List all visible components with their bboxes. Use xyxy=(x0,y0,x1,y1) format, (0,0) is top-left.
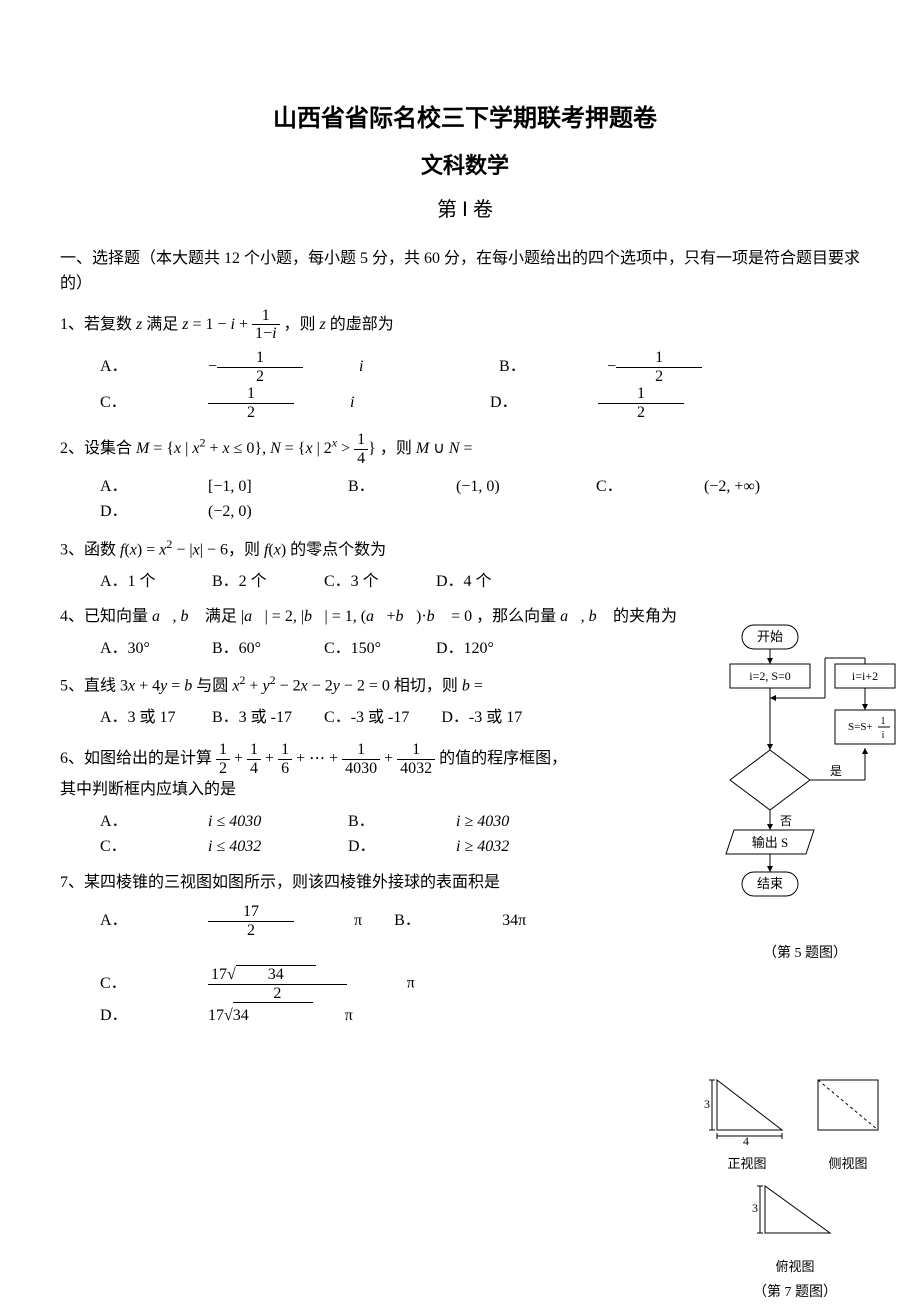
q2-stem-prefix: 2、设集合 xyxy=(60,440,136,457)
q2-options: A．[−1, 0] B．(−1, 0) C．(−2, +∞) D．(−2, 0) xyxy=(100,474,870,525)
title-volume: 第 Ⅰ 卷 xyxy=(60,194,870,226)
svg-text:否: 否 xyxy=(780,814,792,828)
q2-opt-b: B．(−1, 0) xyxy=(348,474,564,500)
svg-text:S=S+: S=S+ xyxy=(848,721,873,733)
svg-text:i=2, S=0: i=2, S=0 xyxy=(749,669,791,683)
svg-text:是: 是 xyxy=(830,764,842,778)
q6-options: A．i ≤ 4030 B．i ≥ 4030 C．i ≤ 4032 D．i ≥ 4… xyxy=(100,809,680,860)
q2-opt-a: A．[−1, 0] xyxy=(100,474,316,500)
q7-opt-d: D．17√34 π xyxy=(100,1002,353,1029)
front-view: 3 4 正视图 xyxy=(702,1070,792,1174)
q4-stem-mid: 满足 xyxy=(205,608,241,625)
q4-opt-b: B．60° xyxy=(212,636,292,662)
q5-opt-c: C．-3 或 -17 xyxy=(324,705,409,731)
question-1: 1、若复数 z 满足 z = 1 − i + 11−i ，则 z 的虚部为 A．… xyxy=(60,307,870,422)
q7-opt-a: A．172 π xyxy=(100,903,362,939)
q1-opt-a: A．−12i xyxy=(100,349,467,385)
q1-stem-suffix: 的虚部为 xyxy=(330,316,394,333)
q5-opt-a: A．3 或 17 xyxy=(100,705,180,731)
q7-stem: 7、某四棱锥的三视图如图所示，则该四棱锥外接球的表面积是 xyxy=(60,870,680,896)
svg-text:开始: 开始 xyxy=(757,629,783,644)
svg-text:输出 S: 输出 S xyxy=(752,835,788,850)
flowchart-svg: 开始 i=2, S=0 i=i+2 S=S+ 1 i 是 否 输出 S xyxy=(700,620,905,930)
title-main: 山西省省际名校三下学期联考押题卷 xyxy=(60,100,870,138)
side-view: 侧视图 xyxy=(808,1070,888,1174)
q4-stem-prefix: 4、已知向量 xyxy=(60,608,152,625)
three-views-figure: 3 4 正视图 侧视图 3 俯视图 xyxy=(680,1070,910,1304)
svg-text:3: 3 xyxy=(752,1201,758,1215)
q7-options: A．172 π B．34π C．17√342 π D．17√34 π xyxy=(100,903,680,1029)
q6-stem-prefix: 6、如图给出的是计算 xyxy=(60,750,216,767)
q5-stem-prefix: 5、直线 xyxy=(60,678,120,695)
q4-opt-d: D．120° xyxy=(436,636,516,662)
svg-text:结束: 结束 xyxy=(757,876,783,891)
svg-text:3: 3 xyxy=(704,1097,710,1111)
q3-opt-b: B．2 个 xyxy=(212,569,292,595)
flowchart-caption: （第 5 题图） xyxy=(700,943,910,965)
q2-opt-d: D．(−2, 0) xyxy=(100,499,316,525)
q6-opt-b: B．i ≥ 4030 xyxy=(348,809,564,835)
q3-opt-c: C．3 个 xyxy=(324,569,404,595)
q1-stem-prefix: 1、若复数 xyxy=(60,316,136,333)
q7-opt-b: B．34π xyxy=(394,908,610,934)
question-3: 3、函数 f(x) = x2 − |x| − 6，则 f(x) 的零点个数为 A… xyxy=(60,535,870,595)
question-2: 2、设集合 M = {x | x2 + x ≤ 0}, N = {x | 2x … xyxy=(60,431,870,524)
q1-opt-d: D．12 xyxy=(490,385,740,421)
section-header: 一、选择题（本大题共 12 个小题，每小题 5 分，共 60 分，在每小题给出的… xyxy=(60,246,870,297)
svg-text:i: i xyxy=(882,730,885,741)
q1-stem-mid: 满足 xyxy=(146,316,182,333)
svg-text:1: 1 xyxy=(881,716,886,727)
question-7: 7、某四棱锥的三视图如图所示，则该四棱锥外接球的表面积是 A．172 π B．3… xyxy=(60,870,680,1029)
q2-stem-suffix: ，则 xyxy=(380,440,416,457)
q5-opt-d: D．-3 或 17 xyxy=(441,705,522,731)
q1-opt-b: B．−12 xyxy=(499,349,758,385)
q4-opt-c: C．150° xyxy=(324,636,404,662)
flowchart-figure: 开始 i=2, S=0 i=i+2 S=S+ 1 i 是 否 输出 S xyxy=(700,620,910,965)
q3-stem-suffix: 的零点个数为 xyxy=(290,541,386,558)
title-sub: 文科数学 xyxy=(60,148,870,183)
q3-stem-prefix: 3、函数 xyxy=(60,541,120,558)
q6-opt-d: D．i ≥ 4032 xyxy=(348,834,564,860)
q4-stem-end: 的夹角为 xyxy=(613,608,677,625)
q3-options: A．1 个 B．2 个 C．3 个 D．4 个 xyxy=(100,569,870,595)
q1-options: A．−12i B．−12 C．12i D．12 xyxy=(100,349,870,421)
q6-line2: 其中判断框内应填入的是 xyxy=(60,777,680,803)
q4-opt-a: A．30° xyxy=(100,636,180,662)
q6-opt-c: C．i ≤ 4032 xyxy=(100,834,316,860)
q5-opt-b: B．3 或 -17 xyxy=(212,705,292,731)
q5-stem-suffix: 相切，则 xyxy=(394,678,462,695)
svg-text:i=i+2: i=i+2 xyxy=(852,669,878,683)
q6-stem-suffix: 的值的程序框图， xyxy=(439,750,567,767)
three-views-caption: （第 7 题图） xyxy=(680,1282,910,1304)
svg-text:4: 4 xyxy=(743,1134,749,1145)
q2-opt-c: C．(−2, +∞) xyxy=(596,474,812,500)
q4-stem-suffix: ，那么向量 xyxy=(476,608,560,625)
q6-opt-a: A．i ≤ 4030 xyxy=(100,809,316,835)
question-6: 6、如图给出的是计算 12 + 14 + 16 + ⋯ + 14030 + 14… xyxy=(60,741,680,860)
q3-opt-d: D．4 个 xyxy=(436,569,516,595)
q3-opt-a: A．1 个 xyxy=(100,569,180,595)
top-view: 3 俯视图 xyxy=(750,1178,840,1277)
q1-opt-c: C．12i xyxy=(100,385,458,421)
q5-stem-mid: 与圆 xyxy=(196,678,232,695)
q7-opt-c: C．17√342 π xyxy=(100,965,415,1002)
